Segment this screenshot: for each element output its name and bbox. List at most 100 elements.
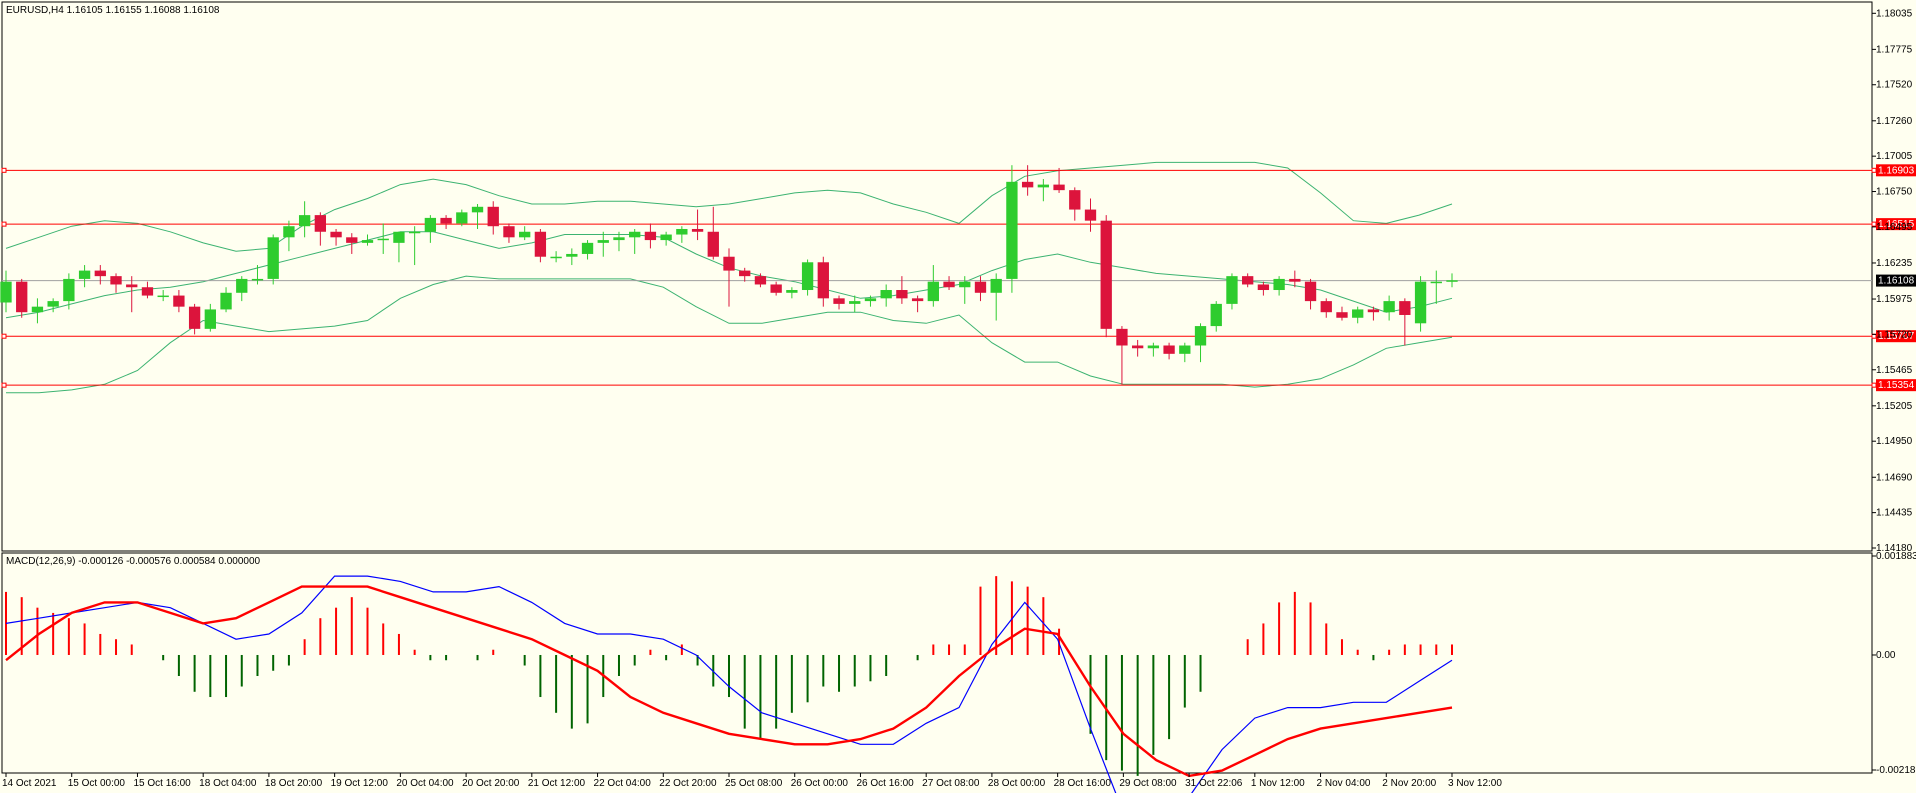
price-tick-label: 1.14435 <box>1876 508 1913 519</box>
macd-tick-label: 0.001883 <box>1876 551 1916 562</box>
time-tick-label: 26 Oct 16:00 <box>856 778 914 789</box>
bear-candle <box>346 237 358 243</box>
bull-candle <box>31 306 44 313</box>
current-price-tag <box>1876 274 1916 287</box>
bollinger-upper-line <box>5 161 1453 252</box>
time-tick-label: 15 Oct 00:00 <box>68 778 126 789</box>
time-tick-label: 19 Oct 12:00 <box>331 778 389 789</box>
bull-candle <box>786 290 798 293</box>
bear-candle <box>1367 309 1380 313</box>
level-price-tag <box>1876 164 1916 177</box>
price-tick-label: 1.16495 <box>1876 222 1913 233</box>
time-tick-label: 3 Nov 12:00 <box>1448 778 1502 789</box>
macd-tick-label: 0.00 <box>1876 650 1896 661</box>
price-tick-label: 1.17520 <box>1876 80 1913 91</box>
bear-candle <box>707 231 719 257</box>
bull-candle <box>801 262 814 291</box>
level-handle[interactable] <box>1 333 7 339</box>
bull-candle <box>849 301 861 304</box>
price-tick-label: 1.14180 <box>1876 543 1913 554</box>
bear-candle <box>1399 301 1411 315</box>
bear-candle <box>739 270 751 277</box>
time-tick-label: 1 Nov 12:00 <box>1251 778 1305 789</box>
price-tick-label: 1.16750 <box>1876 187 1913 198</box>
bull-candle <box>361 240 374 243</box>
bear-candle <box>173 295 185 307</box>
bull-candle <box>1147 345 1160 349</box>
time-tick-label: 2 Nov 20:00 <box>1382 778 1436 789</box>
macd-panel[interactable]: 0.001883 0.00 -0.002188 MACD(12,26,9) -0.0… <box>1 551 1916 793</box>
bear-candle <box>1084 209 1097 221</box>
bull-candle <box>581 242 594 254</box>
bull-candle <box>880 290 892 299</box>
time-tick-label: 21 Oct 12:00 <box>528 778 586 789</box>
price-tick-label: 1.14690 <box>1876 472 1913 483</box>
price-tick-label: 1.15465 <box>1876 365 1913 376</box>
bull-candle <box>267 237 279 279</box>
price-panel-frame <box>1 1 1873 552</box>
macd-title: MACD(12,26,9) -0.000126 -0.000576 0.0005… <box>6 556 261 567</box>
level-price-tag <box>1876 379 1916 392</box>
level-price-label: 1.16903 <box>1878 165 1915 176</box>
level-handle[interactable] <box>1 167 7 173</box>
bear-candle <box>911 298 924 302</box>
time-tick-label: 14 Oct 2021 <box>2 778 57 789</box>
bull-candle <box>1037 184 1050 188</box>
bear-candle <box>1069 190 1081 210</box>
bull-candle <box>204 309 216 329</box>
time-tick-label: 31 Oct 22:06 <box>1185 778 1243 789</box>
price-tick-label: 1.15205 <box>1876 401 1913 412</box>
price-tick-label: 1.15720 <box>1876 329 1913 340</box>
time-tick-label: 18 Oct 04:00 <box>199 778 257 789</box>
level-handle[interactable] <box>1871 167 1877 173</box>
time-tick-label: 27 Oct 08:00 <box>922 778 980 789</box>
bull-candle <box>597 240 609 243</box>
bear-candle <box>1021 181 1034 188</box>
bull-candle <box>550 256 562 259</box>
bear-candle <box>1336 312 1348 318</box>
bear-candle <box>503 226 515 238</box>
bear-candle <box>896 290 908 299</box>
bear-candle <box>94 270 106 277</box>
bull-candle <box>1446 280 1458 282</box>
bull-candle <box>864 298 877 302</box>
bull-candle <box>283 226 295 238</box>
bear-candle <box>188 306 201 329</box>
bear-candle <box>817 262 829 299</box>
time-tick-label: 25 Oct 08:00 <box>725 778 783 789</box>
level-handle[interactable] <box>1871 382 1877 388</box>
bear-candle <box>754 276 767 285</box>
bear-candle <box>1304 281 1317 302</box>
bull-candle <box>471 206 484 213</box>
time-tick-label: 20 Oct 20:00 <box>462 778 520 789</box>
bull-candle <box>1414 281 1427 324</box>
bear-candle <box>1116 328 1128 346</box>
bull-candle <box>78 270 91 279</box>
time-tick-label: 28 Oct 16:00 <box>1054 778 1112 789</box>
bull-candle <box>1352 309 1364 318</box>
bear-candle <box>1320 301 1332 313</box>
bull-candle <box>47 301 59 307</box>
price-tick-label: 1.18035 <box>1876 8 1913 19</box>
level-price-label: 1.16515 <box>1878 219 1915 230</box>
bull-candle <box>1383 301 1395 313</box>
bull-candle <box>990 278 1002 293</box>
bear-candle <box>440 217 452 224</box>
price-tick-label: 1.17775 <box>1876 44 1913 55</box>
bull-candle <box>393 231 405 243</box>
time-tick-label: 22 Oct 20:00 <box>659 778 717 789</box>
price-panel[interactable]: 1.16903 1.16515 1.15707 1.15354 1.16108 1.18… <box>0 1 1916 554</box>
bull-candle <box>251 278 264 281</box>
bear-candle <box>1242 276 1254 285</box>
time-axis: 14 Oct 2021 15 Oct 00:00 15 Oct 16:00 18 Oc… <box>2 773 1502 789</box>
bear-candle <box>330 231 342 238</box>
bear-candle <box>1289 278 1301 282</box>
level-price-label: 1.15354 <box>1878 380 1915 391</box>
bull-candle <box>236 278 248 293</box>
bear-candle <box>691 228 704 232</box>
time-tick-label: 18 Oct 20:00 <box>265 778 323 789</box>
time-tick-label: 22 Oct 04:00 <box>594 778 652 789</box>
level-handle[interactable] <box>1 221 7 227</box>
level-handle[interactable] <box>1 382 7 388</box>
